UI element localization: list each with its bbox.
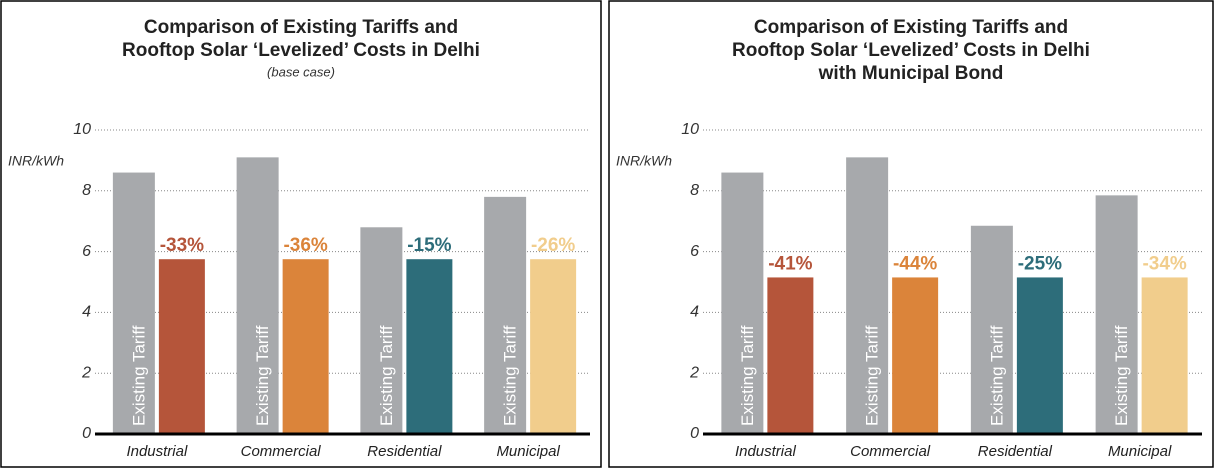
bar-series-label: Existing Tariff: [863, 325, 882, 426]
x-tick-label: Commercial: [850, 443, 931, 460]
x-tick-label: Residential: [978, 443, 1053, 460]
y-tick-label: 0: [82, 425, 91, 442]
chart-title: Rooftop Solar ‘Levelized’ Costs in Delhi: [122, 40, 480, 61]
bar-annotation: -41%: [768, 253, 812, 274]
bar: [158, 259, 205, 434]
bar: [360, 227, 403, 434]
bar: [484, 196, 527, 434]
chart-title: with Municipal Bond: [818, 63, 1004, 84]
x-tick-label: Industrial: [126, 443, 188, 460]
chart-title: Rooftop Solar ‘Levelized’ Costs in Delhi: [732, 40, 1090, 61]
y-tick-label: 6: [82, 243, 91, 260]
bar: [892, 277, 939, 434]
chart-panel: Comparison of Existing Tariffs andRoofto…: [0, 0, 602, 468]
chart-title: Comparison of Existing Tariffs and: [754, 17, 1068, 38]
y-tick-label: 2: [689, 364, 699, 381]
chart-subtitle: (base case): [267, 64, 335, 79]
bar: [721, 172, 764, 434]
y-tick-label: 4: [690, 304, 699, 321]
x-tick-label: Residential: [367, 443, 442, 460]
bar-annotation: -44%: [893, 253, 937, 274]
bar-series-label: Existing Tariff: [129, 325, 148, 426]
bar-series-label: Existing Tariff: [738, 325, 757, 426]
bar-series-label: Existing Tariff: [987, 325, 1006, 426]
bar-annotation: -25%: [1018, 253, 1062, 274]
bar: [236, 157, 279, 435]
y-axis-label: INR/kWh: [8, 153, 64, 169]
y-tick-label: 4: [82, 304, 91, 321]
bar-annotation: -34%: [1142, 253, 1186, 274]
y-tick-label: 2: [81, 364, 91, 381]
bar: [1016, 277, 1063, 434]
bar: [530, 259, 577, 434]
bar-series-label: Existing Tariff: [377, 325, 396, 426]
bar-annotation: -36%: [283, 235, 327, 256]
bar: [767, 277, 814, 434]
chart-panel: Comparison of Existing Tariffs andRoofto…: [608, 0, 1214, 468]
bar: [406, 259, 453, 434]
y-tick-label: 8: [82, 182, 91, 199]
y-tick-label: 0: [690, 425, 699, 442]
bar: [1095, 195, 1138, 434]
bar-series-label: Existing Tariff: [501, 325, 520, 426]
bar: [282, 259, 329, 434]
x-tick-label: Commercial: [241, 443, 322, 460]
panel-border: [608, 0, 1214, 468]
y-tick-label: 10: [681, 121, 699, 138]
y-tick-label: 10: [73, 121, 91, 138]
x-tick-label: Municipal: [496, 443, 560, 460]
bar-series-label: Existing Tariff: [1112, 325, 1131, 426]
bar-series-label: Existing Tariff: [253, 325, 272, 426]
bar-annotation: -33%: [160, 235, 204, 256]
y-tick-label: 8: [690, 182, 699, 199]
panel-border: [0, 0, 602, 468]
y-tick-label: 6: [690, 243, 699, 260]
x-tick-label: Municipal: [1108, 443, 1172, 460]
chart-title: Comparison of Existing Tariffs and: [144, 17, 458, 38]
bar: [112, 172, 155, 434]
y-axis-label: INR/kWh: [616, 153, 672, 169]
bar: [970, 225, 1013, 434]
x-tick-label: Industrial: [735, 443, 797, 460]
bar-annotation: -15%: [407, 235, 451, 256]
bar: [1141, 277, 1188, 434]
bar: [846, 157, 889, 435]
bar-annotation: -26%: [531, 235, 575, 256]
